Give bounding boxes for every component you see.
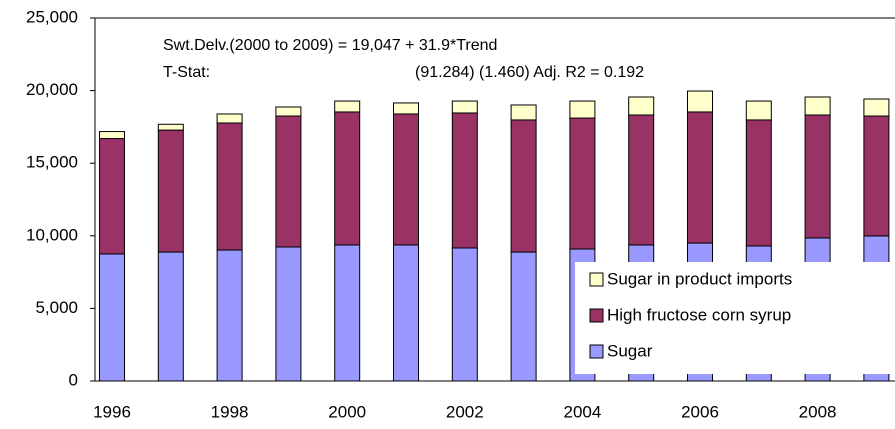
bar-segment xyxy=(275,246,302,382)
y-tick-label: 5,000 xyxy=(35,298,78,317)
x-tick-label: 2008 xyxy=(799,402,837,421)
y-tick-label: 15,000 xyxy=(26,153,78,172)
bar-segment xyxy=(157,129,184,253)
bar-segment xyxy=(334,100,361,113)
bar-segment xyxy=(628,96,655,116)
y-tick-label: 25,000 xyxy=(26,7,78,26)
y-tick-label: 20,000 xyxy=(26,80,78,99)
x-tick-label: 2002 xyxy=(446,402,484,421)
x-tick-label: 2004 xyxy=(563,402,601,421)
annotation: (91.284) (1.460) Adj. R2 = 0.192 xyxy=(415,64,644,81)
bar-segment xyxy=(745,119,772,247)
bar-segment xyxy=(393,244,419,382)
bar-segment xyxy=(99,138,125,255)
bar-segment xyxy=(451,247,478,382)
bar-segment xyxy=(863,98,890,117)
y-tick-label: 0 xyxy=(69,370,78,389)
legend-swatch xyxy=(589,344,604,359)
legend-label: High fructose corn syrup xyxy=(607,305,791,324)
bar-segment xyxy=(393,102,419,115)
bar-segment xyxy=(451,100,478,114)
bar-segment xyxy=(569,117,596,250)
bar-segment xyxy=(393,113,419,246)
x-tick-label: 1998 xyxy=(211,402,249,421)
legend-swatch xyxy=(589,308,604,323)
y-tick-label: 10,000 xyxy=(26,225,78,244)
x-tick-label: 1996 xyxy=(93,402,131,421)
bar-segment xyxy=(334,244,361,382)
annotation: T-Stat: xyxy=(163,64,210,81)
bar-segment xyxy=(510,251,537,382)
legend-label: Sugar xyxy=(607,341,653,360)
annotation: Swt.Delv.(2000 to 2009) = 19,047 + 31.9*… xyxy=(163,37,497,54)
bar-segment xyxy=(510,104,537,121)
bar-segment xyxy=(804,96,831,116)
bar-segment xyxy=(687,90,713,113)
bar-segment xyxy=(451,112,478,249)
bar-segment xyxy=(628,114,655,246)
bar-segment xyxy=(216,249,243,382)
bar-segment xyxy=(216,113,243,124)
bar-segment xyxy=(275,106,302,117)
bar-segment xyxy=(157,251,184,382)
legend-label: Sugar in product imports xyxy=(607,269,792,288)
bar-segment xyxy=(99,253,125,382)
bar-segment xyxy=(275,115,302,248)
legend-box xyxy=(575,262,895,374)
bar-segment xyxy=(804,114,831,239)
bar-segment xyxy=(99,131,125,140)
plot: 0 5,000 10,000 15,000 20,000 25,000 1996 1998 20… xyxy=(26,7,895,421)
legend-swatch xyxy=(589,272,604,287)
x-tick-label: 2006 xyxy=(681,402,719,421)
bar-segment xyxy=(334,111,361,246)
bar-segment xyxy=(569,100,596,119)
bar-segment xyxy=(687,111,713,244)
bar-segment xyxy=(157,123,184,131)
bar-segment xyxy=(745,100,772,121)
x-tick-label: 2000 xyxy=(328,402,366,421)
bar-segment xyxy=(216,122,243,251)
bar-segment xyxy=(510,119,537,253)
bar-segment xyxy=(863,115,890,237)
